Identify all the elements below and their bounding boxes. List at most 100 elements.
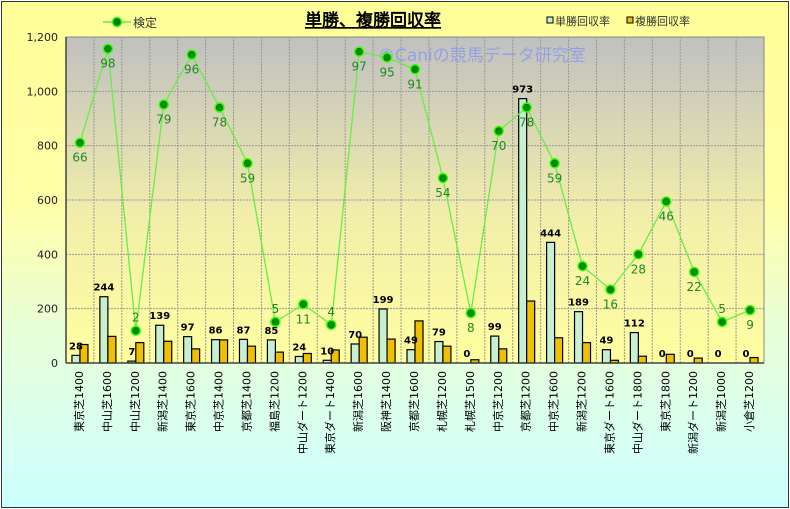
kentei-point (130, 325, 142, 336)
data-label-kentei: 8 (467, 321, 475, 335)
bar-fukusho (274, 351, 284, 364)
data-label-tansho: 199 (373, 295, 394, 306)
data-label-kentei: 91 (407, 77, 422, 91)
bar-tansho (573, 311, 584, 364)
x-tick-label: 福島芝1200 (267, 371, 281, 432)
data-label-tansho: 112 (624, 319, 645, 330)
kentei-point (633, 249, 644, 260)
x-tick-label: 京都芝1600 (407, 371, 421, 432)
y-tick-label: 200 (37, 303, 58, 316)
data-label-kentei: 5 (718, 302, 726, 316)
data-label-tansho: 0 (659, 349, 666, 360)
data-label-tansho: 0 (743, 349, 750, 360)
data-label-tansho: 244 (93, 283, 114, 294)
bar-fukusho (749, 356, 759, 364)
legend-label-tansho: 単勝回収率 (555, 14, 610, 28)
bar-tansho (266, 339, 276, 364)
legend-label-fukusho: 複勝回収率 (635, 14, 690, 28)
kentei-point (716, 316, 728, 328)
x-tick-label: 東京芝1800 (658, 371, 672, 432)
bar-fukusho (386, 338, 396, 364)
data-label-tansho: 97 (181, 323, 195, 334)
x-tick-label: 東京芝1400 (72, 371, 86, 432)
bar-fukusho (163, 340, 173, 364)
kentei-point (744, 304, 756, 316)
bar-tansho (155, 324, 165, 364)
bar-fukusho (302, 352, 312, 364)
data-label-kentei: 96 (184, 63, 199, 77)
data-label-tansho: 86 (209, 326, 223, 337)
x-tick-label: 阪神芝1400 (379, 371, 393, 432)
kentei-point (325, 319, 337, 331)
bar-fukusho (107, 335, 117, 364)
bar-tansho (545, 241, 556, 364)
data-label-tansho: 79 (432, 328, 446, 339)
data-label-kentei: 24 (575, 274, 590, 288)
kentei-point (661, 196, 672, 207)
data-label-tansho: 70 (348, 330, 362, 341)
bar-fukusho (553, 337, 564, 364)
data-label-tansho: 139 (149, 311, 170, 322)
x-tick-label: 東京芝1600 (184, 371, 198, 432)
data-label-kentei: 54 (435, 186, 450, 200)
x-tick-label: 中京芝1400 (212, 371, 226, 432)
bar-fukusho (442, 345, 452, 364)
kentei-point (158, 99, 169, 110)
data-label-kentei: 59 (240, 171, 255, 185)
data-label-tansho: 99 (488, 322, 502, 333)
data-label-kentei: 79 (156, 113, 171, 127)
data-label-tansho: 24 (292, 342, 306, 353)
data-label-kentei: 22 (687, 280, 702, 294)
kentei-point (102, 43, 114, 54)
kentei-point (577, 260, 588, 272)
data-label-tansho: 189 (568, 298, 589, 309)
bar-tansho (183, 336, 193, 364)
x-tick-label: 中京芝1600 (547, 371, 561, 432)
bar-fukusho (498, 348, 508, 364)
data-label-kentei: 46 (659, 209, 674, 223)
kentei-point (549, 158, 560, 169)
data-label-tansho: 0 (687, 349, 694, 360)
x-tick-label: 新潟芝1600 (351, 371, 365, 432)
kentei-point (465, 307, 477, 319)
x-tick-label: 札幌芝1500 (463, 371, 477, 432)
data-label-tansho: 87 (237, 325, 251, 336)
data-label-tansho: 28 (69, 341, 83, 352)
bar-fukusho (358, 336, 368, 364)
x-tick-label: 中山ダート1800 (630, 371, 644, 454)
x-tick-label: 中山芝1600 (101, 371, 114, 432)
data-label-kentei: 97 (352, 60, 367, 74)
legend-dot-icon (111, 16, 123, 28)
x-tick-label: 新潟芝1200 (575, 371, 589, 432)
data-label-kentei: 9 (746, 318, 754, 332)
y-tick-label: 1,000 (27, 85, 59, 98)
bar-tansho (490, 335, 500, 364)
data-label-tansho: 49 (599, 336, 613, 347)
x-tick-label: 京都芝1200 (519, 371, 533, 432)
gridlines (66, 37, 764, 363)
data-label-kentei: 78 (212, 115, 227, 129)
data-label-kentei: 2 (132, 311, 140, 325)
data-label-kentei: 98 (100, 57, 115, 71)
watermark: ©Caniの競馬データ研究室 (378, 45, 586, 66)
x-tick-label: 小倉芝1200 (742, 371, 756, 432)
x-tick-label: 新潟ダート1200 (686, 371, 700, 454)
chart-title: 単勝、複勝回収率 (305, 10, 441, 31)
y-tick-label: 0 (51, 357, 58, 370)
kentei-point (74, 137, 86, 148)
legend-swatch-fukusho (626, 16, 634, 24)
y-tick-label: 1,200 (27, 31, 59, 44)
x-tick-label: 東京ダート1600 (602, 371, 616, 454)
data-label-tansho: 444 (540, 228, 561, 239)
bar-tansho (99, 296, 109, 364)
kentei-point (493, 125, 505, 137)
data-label-tansho: 7 (128, 347, 135, 358)
bar-tansho (210, 339, 221, 364)
bar-fukusho (246, 345, 257, 364)
data-label-tansho: 0 (715, 349, 722, 360)
data-label-kentei: 70 (491, 139, 506, 153)
data-label-tansho: 973 (512, 85, 533, 96)
data-label-tansho: 10 (320, 346, 334, 357)
